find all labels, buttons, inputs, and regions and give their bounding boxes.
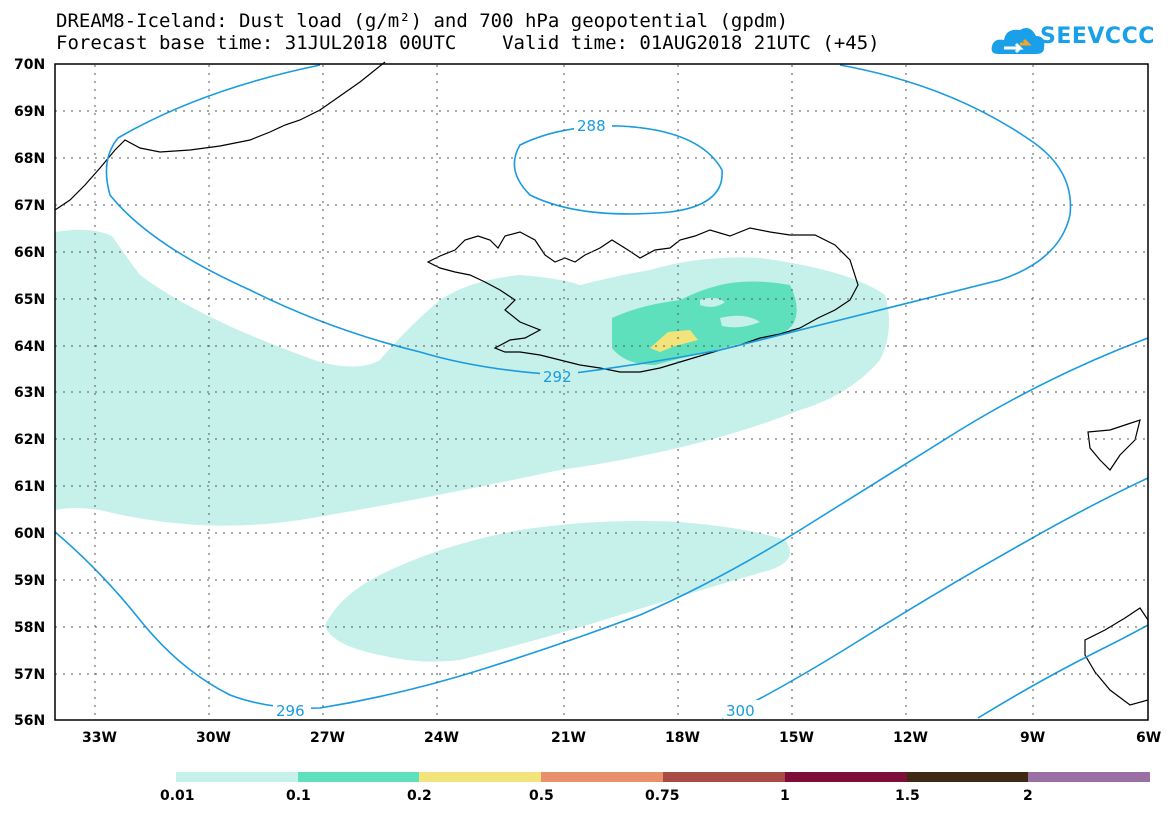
- colorbar-label: 0.2: [407, 788, 432, 804]
- lat-label: 57N: [14, 667, 45, 683]
- contour-label-292: 292: [543, 368, 572, 386]
- lon-label: 9W: [1020, 730, 1045, 746]
- lat-label: 65N: [14, 292, 45, 308]
- colorbar-label: 0.75: [645, 788, 680, 804]
- lon-label: 27W: [310, 730, 345, 746]
- map-frame: [54, 63, 1149, 721]
- colorbar-label: 2: [1023, 788, 1033, 804]
- geopotential-contours: [54, 64, 1149, 719]
- colorbar-label: 0.01: [160, 788, 195, 804]
- contour-292: [105, 64, 1072, 376]
- lat-label: 60N: [14, 526, 45, 542]
- lat-label: 68N: [14, 151, 45, 167]
- lat-label: 63N: [14, 385, 45, 401]
- lon-label: 6W: [1136, 730, 1161, 746]
- dust-level-3: [650, 330, 698, 352]
- graticule: [55, 65, 1148, 720]
- colorbar-label: 1: [780, 788, 790, 804]
- lat-label: 69N: [14, 104, 45, 120]
- lon-label: 12W: [893, 730, 928, 746]
- lat-label: 58N: [14, 620, 45, 636]
- lon-label: 24W: [424, 730, 459, 746]
- cloud-logo-icon: [991, 28, 1045, 54]
- contour-label-296: 296: [276, 702, 305, 720]
- contour-label-300: 300: [726, 702, 755, 720]
- latitude-labels: 70N 69N 68N 67N 66N 65N 64N 63N 62N 61N …: [14, 57, 45, 729]
- colorbar-label: 0.5: [529, 788, 554, 804]
- lat-label: 59N: [14, 573, 45, 589]
- greenland-coastline: [54, 61, 386, 211]
- lat-label: 66N: [14, 245, 45, 261]
- colorbar: 0.01 0.1 0.2 0.5 0.75 1 1.5 2: [160, 772, 1150, 804]
- lon-label: 30W: [196, 730, 231, 746]
- lon-label: 18W: [665, 730, 700, 746]
- lat-label: 64N: [14, 339, 45, 355]
- lat-label: 61N: [14, 479, 45, 495]
- lon-label: 33W: [82, 730, 117, 746]
- colorbar-label: 1.5: [895, 788, 920, 804]
- contour-label-288: 288: [577, 117, 606, 135]
- lon-label: 21W: [551, 730, 586, 746]
- map-subtitle: Forecast base time: 31JUL2018 00UTC Vali…: [56, 32, 880, 54]
- lat-label: 67N: [14, 198, 45, 214]
- contour-labels: 288 292 296 300: [273, 116, 760, 720]
- iceland-coastline: [426, 227, 859, 373]
- contour-288: [513, 125, 723, 215]
- colorbar-label: 0.1: [286, 788, 311, 804]
- longitude-labels: 33W 30W 27W 24W 21W 18W 15W 12W 9W 6W: [82, 730, 1161, 746]
- lon-label: 15W: [779, 730, 814, 746]
- lat-label: 62N: [14, 432, 45, 448]
- lat-label: 70N: [14, 57, 45, 73]
- lat-label: 56N: [14, 713, 45, 729]
- contour-296: [54, 337, 1149, 710]
- logo-text: SEEVCCC: [1040, 24, 1155, 49]
- scotland-coastline: [1084, 419, 1149, 706]
- contour-300: [721, 477, 1149, 719]
- map-title: DREAM8-Iceland: Dust load (g/m²) and 700…: [56, 10, 789, 32]
